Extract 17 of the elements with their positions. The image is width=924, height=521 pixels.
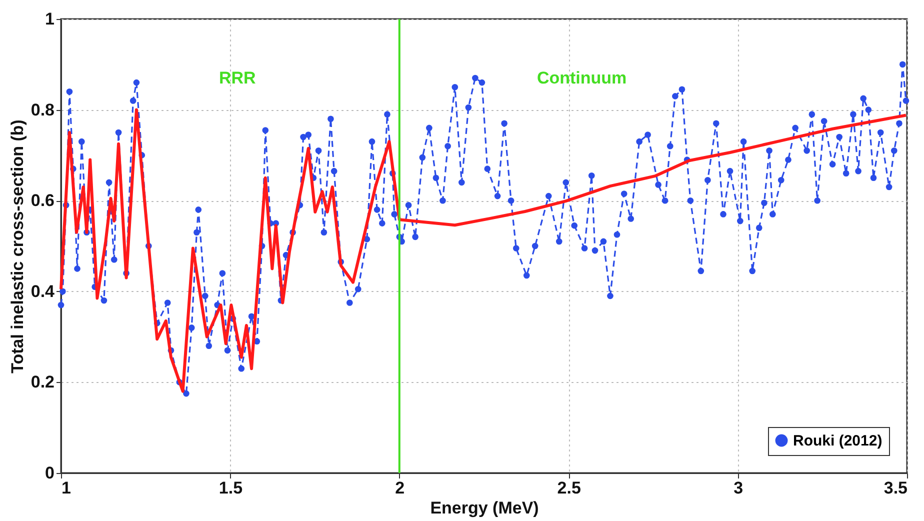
x-tick-label: 1 [62, 478, 71, 498]
x-tick-label: 2 [395, 478, 405, 498]
y-axis-title: Total inelastic cross-section (b) [8, 120, 27, 374]
x-tick-label: 3 [734, 478, 744, 498]
x-tick-label: 3.5 [884, 478, 908, 498]
x-axis-title: Energy (MeV) [430, 498, 539, 518]
annotation: Continuum [536, 68, 627, 88]
x-tick-label: 1.5 [218, 478, 243, 498]
x-tick-label: 2.5 [557, 478, 581, 498]
legend-label: Rouki (2012) [793, 432, 882, 450]
y-tick-label: 0.2 [30, 372, 54, 392]
y-tick-label: 0.6 [30, 191, 54, 210]
annotation: RRR [218, 68, 256, 88]
y-tick-label: 0 [45, 464, 54, 482]
y-tick-label: 0.4 [30, 282, 56, 301]
y-tick-label: 1 [45, 10, 54, 28]
y-tick-label: 0.8 [30, 100, 54, 120]
